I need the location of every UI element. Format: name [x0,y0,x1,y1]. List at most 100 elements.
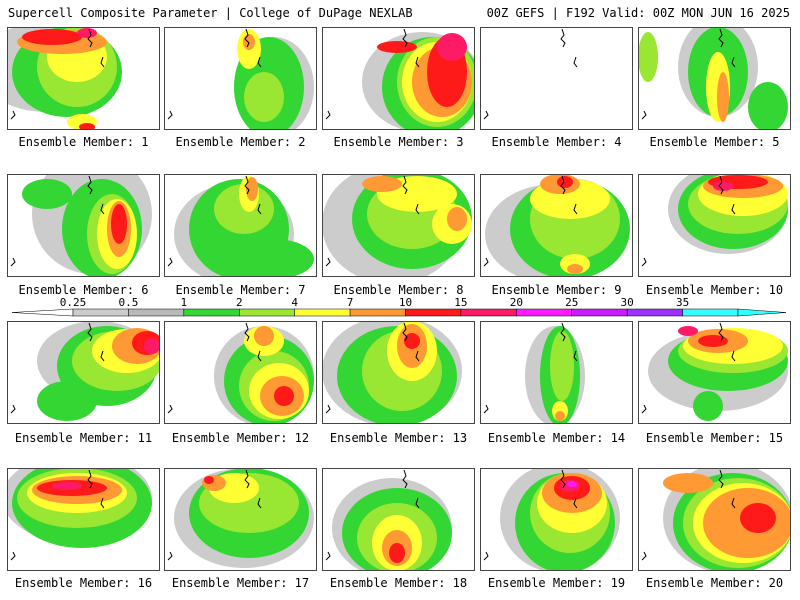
lake-boundary [560,28,578,68]
lake-boundary [560,322,578,362]
scp-contour-region [37,381,97,421]
panel-frame [322,321,475,424]
scp-contour-region [748,82,788,130]
scp-contour-region [274,386,294,406]
scp-contour-region [447,207,467,231]
lake-boundary [402,175,420,215]
scp-field-map [325,28,475,130]
scp-contour-region [362,176,402,192]
coastline-boundary [167,257,173,267]
ensemble-map-panel [638,174,791,277]
scp-contour-region [717,72,729,122]
scp-field-map [10,321,160,421]
panel-frame [638,468,791,571]
scp-contour-region [79,123,95,130]
scp-field-map [483,174,630,277]
coastline-boundary [10,551,16,561]
scp-contour-region [244,72,284,122]
ensemble-member-label: Ensemble Member: 4 [491,135,622,149]
coastline-boundary [325,404,331,414]
scp-contour-region [740,503,776,533]
scp-contour-region [555,411,565,421]
scp-contour-region [550,331,574,401]
scp-field-map [167,175,314,277]
coastline-boundary [325,257,331,267]
ensemble-map-panel [7,321,160,424]
ensemble-member-label: Ensemble Member: 7 [175,283,306,297]
legend-color-box [516,308,573,317]
lake-boundary [718,322,736,362]
scp-contour-region [234,239,314,277]
scp-field-map [483,322,585,424]
lake-boundary [560,175,578,215]
lake-boundary [718,28,736,68]
lake-boundary [402,469,420,509]
legend-tick-label: 15 [454,296,467,309]
ensemble-member-label: Ensemble Member: 10 [645,283,784,297]
coastline-boundary [483,257,489,267]
coastline-boundary [167,110,173,120]
scp-field-map [10,174,152,277]
scp-contour-region [437,33,467,61]
panel-frame [7,27,160,130]
ensemble-member-label: Ensemble Member: 19 [487,576,626,590]
scp-field-map [322,174,472,277]
scp-field-map [167,322,314,424]
scp-contour-region [22,29,82,45]
legend-color-box [239,308,295,317]
legend-left-arrow [11,308,74,317]
ensemble-member-label: Ensemble Member: 8 [333,283,464,297]
legend-color-box [571,308,628,317]
ensemble-member-label: Ensemble Member: 12 [171,431,310,445]
lake-boundary [718,175,736,215]
lake-boundary [718,469,736,509]
ensemble-member-label: Ensemble Member: 9 [491,283,622,297]
ensemble-member-label: Ensemble Member: 5 [649,135,780,149]
scp-field-map [7,468,152,561]
ensemble-map-panel [322,468,475,571]
panel-frame [322,174,475,277]
ensemble-map-panel [7,468,160,571]
panel-frame [638,27,791,130]
scp-field-map [483,468,620,571]
scp-field-map [483,28,578,120]
scp-contour-region [389,543,405,563]
scp-field-map [322,321,462,424]
ensemble-map-panel [164,468,317,571]
color-legend: 0.25 0.5 1 2 4 7 10 15 20 25 30 35 [11,296,787,317]
coastline-boundary [167,551,173,561]
header-title: Supercell Composite Parameter | College … [8,6,413,20]
ensemble-map-panel [322,321,475,424]
coastline-boundary [483,110,489,120]
scp-contour-region [557,176,573,188]
scp-contour-region [567,481,577,487]
panel-frame [7,468,160,571]
scp-field-map [641,468,791,571]
ensemble-member-label: Ensemble Member: 16 [14,576,153,590]
coastline-boundary [641,257,647,267]
header-valid-time: 00Z GEFS | F192 Valid: 00Z MON JUN 16 20… [486,6,790,20]
ensemble-map-panel [480,321,633,424]
scp-contour-region [713,181,733,191]
legend-tick-label: 30 [621,296,634,309]
panel-frame [7,321,160,424]
legend-right-arrow [737,308,787,317]
ensemble-member-label: Ensemble Member: 6 [18,283,149,297]
legend-color-box [682,308,739,317]
scp-contour-region [246,177,258,201]
scp-contour-region [254,326,274,346]
legend-tick-label: 25 [565,296,578,309]
ensemble-member-label: Ensemble Member: 17 [171,576,310,590]
ensemble-map-panel [638,27,791,130]
lake-boundary [87,469,105,509]
legend-tick-label: 1 [181,296,188,309]
ensemble-map-panel [7,27,160,130]
coastline-boundary [10,257,16,267]
scp-contour-region [693,391,723,421]
lake-boundary [87,28,105,68]
ensemble-map-panel [638,321,791,424]
coastline-boundary [641,110,647,120]
scp-contour-region [77,28,97,38]
scp-field-map [638,27,788,130]
panel-frame [164,174,317,277]
